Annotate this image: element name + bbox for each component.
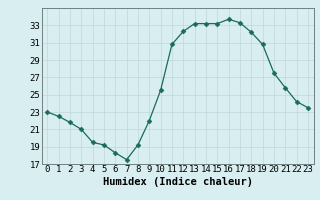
- X-axis label: Humidex (Indice chaleur): Humidex (Indice chaleur): [103, 177, 252, 187]
